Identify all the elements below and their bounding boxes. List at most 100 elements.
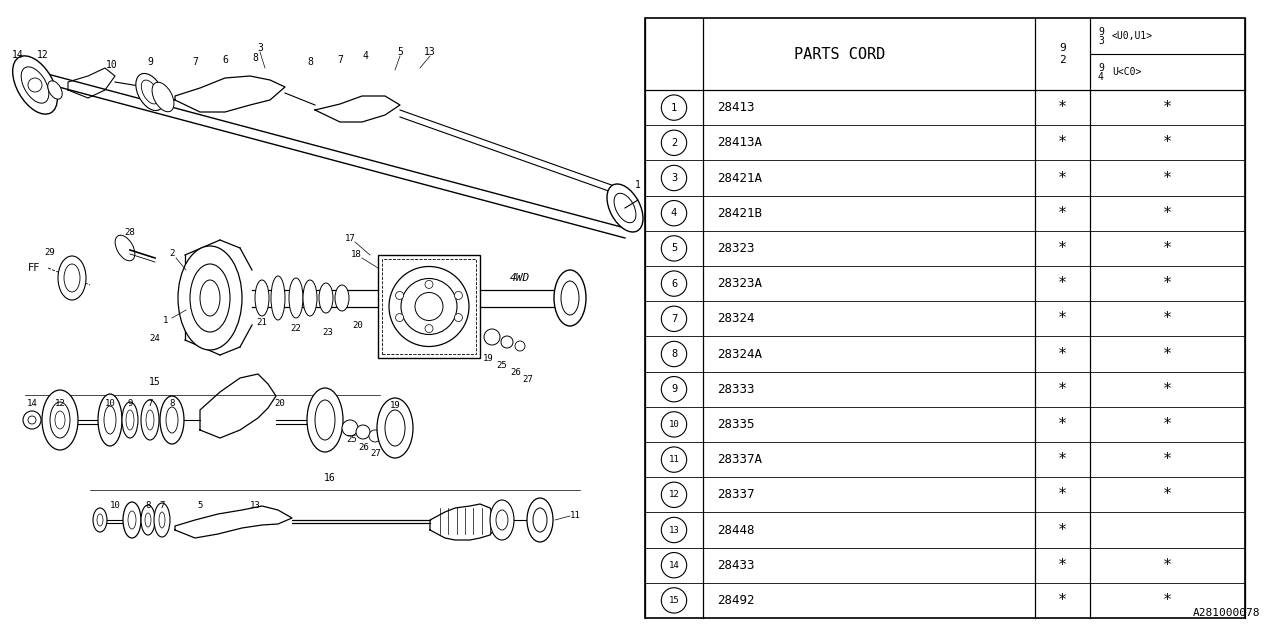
Ellipse shape	[527, 498, 553, 542]
Text: 28323: 28323	[717, 242, 754, 255]
Circle shape	[396, 314, 403, 321]
Text: 10: 10	[106, 60, 118, 70]
Text: 8: 8	[252, 53, 259, 63]
Text: 28448: 28448	[717, 524, 754, 536]
Circle shape	[396, 291, 403, 300]
Text: 29: 29	[45, 248, 55, 257]
Text: 4: 4	[671, 208, 677, 218]
Text: 8: 8	[671, 349, 677, 359]
Ellipse shape	[189, 264, 230, 332]
Text: 13: 13	[250, 500, 260, 509]
Ellipse shape	[22, 67, 49, 103]
Text: <U0,U1>: <U0,U1>	[1112, 31, 1153, 41]
Text: *: *	[1164, 346, 1172, 362]
Ellipse shape	[97, 514, 102, 526]
Ellipse shape	[125, 410, 134, 430]
Text: 9
2: 9 2	[1059, 44, 1066, 65]
Ellipse shape	[200, 280, 220, 316]
Text: *: *	[1164, 135, 1172, 150]
Text: *: *	[1164, 100, 1172, 115]
Ellipse shape	[64, 264, 81, 292]
Text: PARTS CORD: PARTS CORD	[795, 47, 886, 61]
Text: *: *	[1059, 241, 1068, 256]
Ellipse shape	[152, 83, 174, 112]
Text: *: *	[1059, 557, 1068, 573]
Text: FF: FF	[28, 263, 41, 273]
Text: 28337: 28337	[717, 488, 754, 501]
Ellipse shape	[160, 396, 184, 444]
Text: *: *	[1059, 100, 1068, 115]
Text: 2: 2	[169, 248, 174, 257]
Text: 26: 26	[511, 367, 521, 376]
Ellipse shape	[178, 246, 242, 350]
Text: 6: 6	[221, 55, 228, 65]
Ellipse shape	[490, 500, 515, 540]
Text: *: *	[1059, 311, 1068, 326]
Text: 14: 14	[27, 399, 37, 408]
Text: U<C0>: U<C0>	[1112, 67, 1142, 77]
Circle shape	[662, 271, 686, 296]
Ellipse shape	[271, 276, 285, 320]
Text: 11: 11	[668, 455, 680, 464]
Text: 23: 23	[323, 328, 333, 337]
Text: *: *	[1059, 487, 1068, 502]
Circle shape	[454, 314, 462, 321]
Circle shape	[662, 588, 686, 613]
Text: 10: 10	[110, 500, 120, 509]
Text: 8: 8	[307, 57, 312, 67]
Text: 26: 26	[358, 442, 370, 451]
Circle shape	[662, 552, 686, 578]
Circle shape	[23, 411, 41, 429]
Circle shape	[369, 430, 381, 442]
Circle shape	[28, 416, 36, 424]
Text: 2: 2	[671, 138, 677, 148]
Circle shape	[454, 291, 462, 300]
Ellipse shape	[136, 74, 164, 111]
Ellipse shape	[335, 285, 349, 311]
Text: 7: 7	[192, 57, 198, 67]
Text: 19: 19	[483, 353, 493, 362]
Text: 5: 5	[397, 47, 403, 57]
Text: 28323A: 28323A	[717, 277, 762, 290]
Text: 4: 4	[362, 51, 367, 61]
Text: A281000078: A281000078	[1193, 608, 1260, 618]
Ellipse shape	[13, 56, 58, 114]
Circle shape	[401, 278, 457, 335]
Text: 1: 1	[671, 102, 677, 113]
Text: 7: 7	[159, 500, 165, 509]
Ellipse shape	[141, 80, 159, 104]
Text: 28413A: 28413A	[717, 136, 762, 149]
Circle shape	[662, 482, 686, 508]
Ellipse shape	[607, 184, 643, 232]
Ellipse shape	[122, 402, 138, 438]
Circle shape	[415, 292, 443, 321]
Text: 12: 12	[37, 50, 49, 60]
Circle shape	[342, 420, 358, 436]
Text: *: *	[1164, 311, 1172, 326]
Ellipse shape	[497, 510, 508, 530]
Text: 14: 14	[12, 50, 24, 60]
Text: 28324A: 28324A	[717, 348, 762, 360]
Text: 10: 10	[668, 420, 680, 429]
Text: 12: 12	[668, 490, 680, 499]
Text: 9: 9	[1098, 63, 1103, 73]
Text: 25: 25	[497, 360, 507, 369]
Text: 28413: 28413	[717, 101, 754, 114]
Text: *: *	[1059, 346, 1068, 362]
Circle shape	[662, 200, 686, 226]
Text: 28421A: 28421A	[717, 172, 762, 184]
Text: *: *	[1059, 452, 1068, 467]
Ellipse shape	[128, 511, 136, 529]
Ellipse shape	[99, 394, 122, 446]
Ellipse shape	[554, 270, 586, 326]
Ellipse shape	[145, 513, 151, 527]
Text: 3: 3	[257, 43, 262, 53]
Text: 7: 7	[671, 314, 677, 324]
Text: 12: 12	[55, 399, 65, 408]
Ellipse shape	[614, 193, 636, 223]
Circle shape	[500, 336, 513, 348]
Text: 28492: 28492	[717, 594, 754, 607]
Text: 9: 9	[127, 399, 133, 408]
Circle shape	[662, 95, 686, 120]
Ellipse shape	[141, 505, 155, 535]
